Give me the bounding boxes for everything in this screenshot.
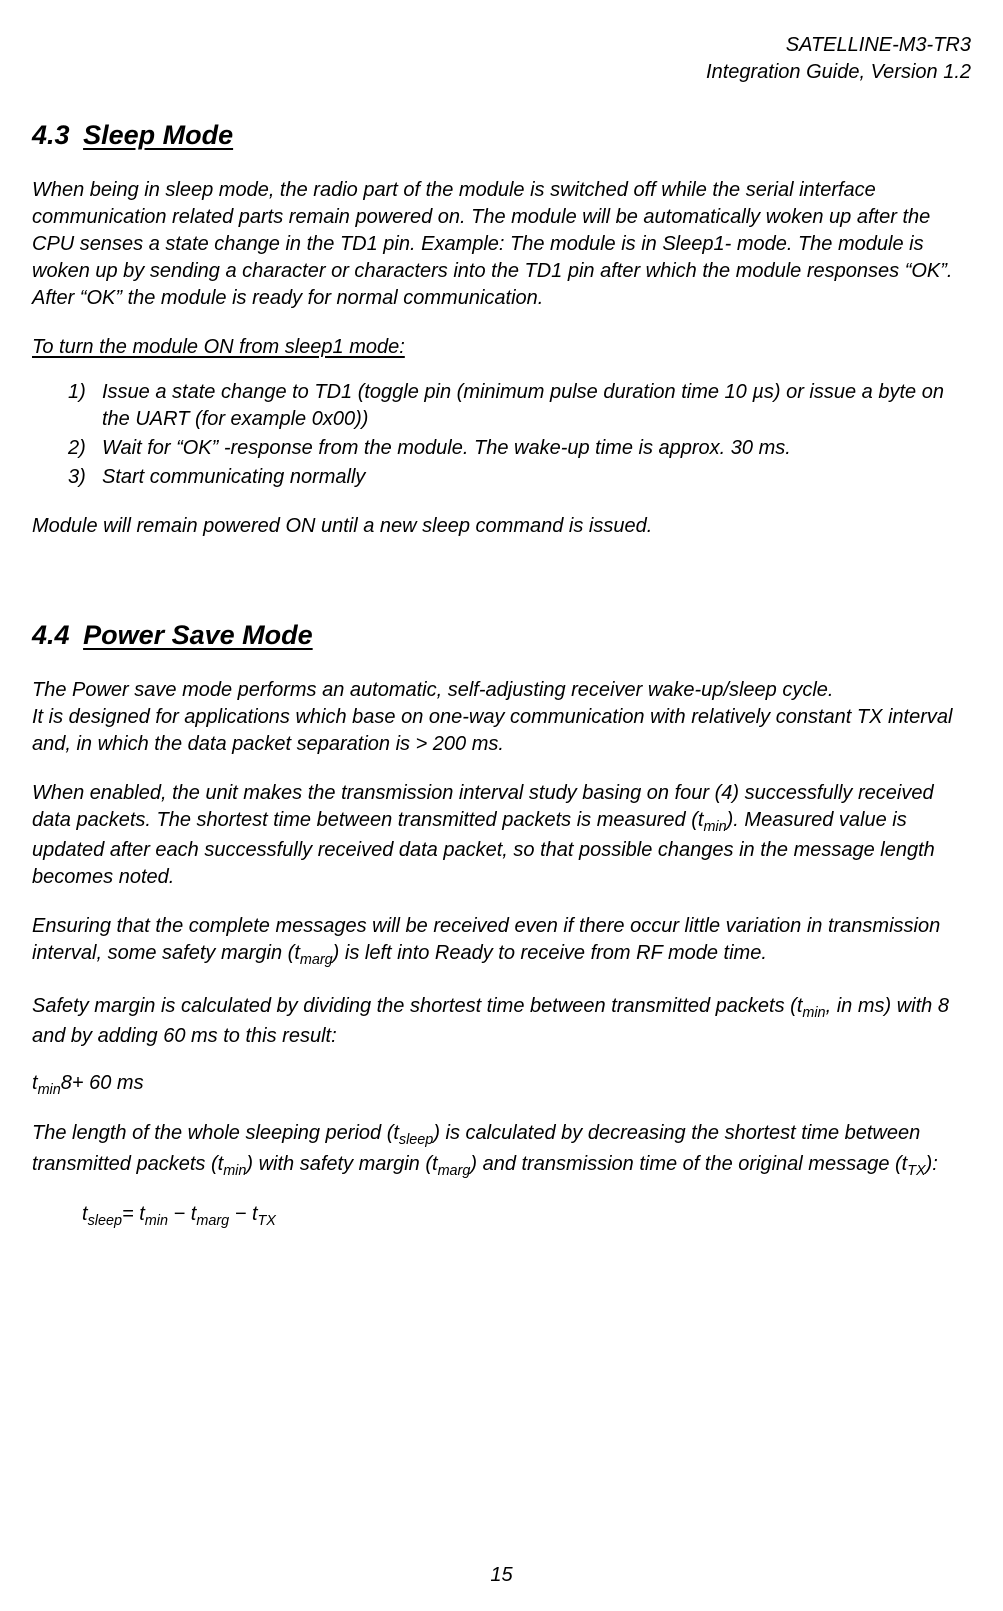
subheading-sleep1: To turn the module ON from sleep1 mode: — [32, 334, 971, 361]
text: = — [122, 1203, 139, 1225]
subscript: marg — [300, 952, 333, 968]
text: 8+ 60 ms — [61, 1072, 144, 1094]
step-item: Wait for “OK” -response from the module.… — [102, 435, 971, 462]
text: ) is left into Ready to receive from RF … — [333, 942, 767, 964]
paragraph: Ensuring that the complete messages will… — [32, 913, 971, 970]
section-title: Power Save Mode — [83, 620, 313, 650]
subscript: min — [703, 819, 726, 835]
subscript: sleep — [399, 1132, 433, 1148]
text: It is designed for applications which ba… — [32, 706, 952, 755]
subscript: sleep — [88, 1213, 122, 1229]
section-number: 4.4 — [32, 620, 70, 650]
section-heading-4-4: 4.4 Power Save Mode — [32, 620, 971, 651]
page: SATELLINE-M3-TR3 Integration Guide, Vers… — [0, 0, 1003, 1611]
subscript: TX — [907, 1163, 925, 1179]
section-number: 4.3 — [32, 120, 70, 150]
steps-list: Issue a state change to TD1 (toggle pin … — [32, 379, 971, 491]
header-docline: Integration Guide, Version 1.2 — [32, 59, 971, 86]
text: The Power save mode performs an automati… — [32, 679, 833, 701]
page-number: 15 — [0, 1564, 1003, 1587]
section-heading-4-3: 4.3 Sleep Mode — [32, 120, 971, 151]
text: Safety margin is calculated by dividing … — [32, 995, 802, 1017]
paragraph: When being in sleep mode, the radio part… — [32, 177, 971, 312]
header-product: SATELLINE-M3-TR3 — [32, 32, 971, 59]
paragraph: Module will remain powered ON until a ne… — [32, 513, 971, 540]
paragraph: When enabled, the unit makes the transmi… — [32, 780, 971, 891]
subscript: marg — [196, 1213, 229, 1229]
section-title: Sleep Mode — [83, 120, 233, 150]
text: The length of the whole sleeping period … — [32, 1122, 399, 1144]
paragraph: Safety margin is calculated by dividing … — [32, 993, 971, 1050]
subscript: TX — [258, 1213, 276, 1229]
formula-tsleep: tsleep= tmin − tmarg − tTX — [32, 1203, 971, 1229]
text: − — [229, 1203, 252, 1225]
paragraph: The Power save mode performs an automati… — [32, 677, 971, 758]
text: ): — [926, 1153, 938, 1175]
subscript: marg — [438, 1163, 471, 1179]
step-item: Issue a state change to TD1 (toggle pin … — [102, 379, 971, 433]
paragraph: The length of the whole sleeping period … — [32, 1120, 971, 1181]
text: − — [168, 1203, 191, 1225]
subscript: min — [802, 1005, 825, 1021]
page-header: SATELLINE-M3-TR3 Integration Guide, Vers… — [32, 32, 971, 86]
step-item: Start communicating normally — [102, 464, 971, 491]
formula-tmarg: tmin8+ 60 ms — [32, 1072, 971, 1098]
text: ) and transmission time of the original … — [470, 1153, 907, 1175]
subscript: min — [223, 1163, 246, 1179]
subscript: min — [38, 1082, 61, 1098]
subscript: min — [145, 1213, 168, 1229]
text: ) with safety margin (t — [246, 1153, 437, 1175]
